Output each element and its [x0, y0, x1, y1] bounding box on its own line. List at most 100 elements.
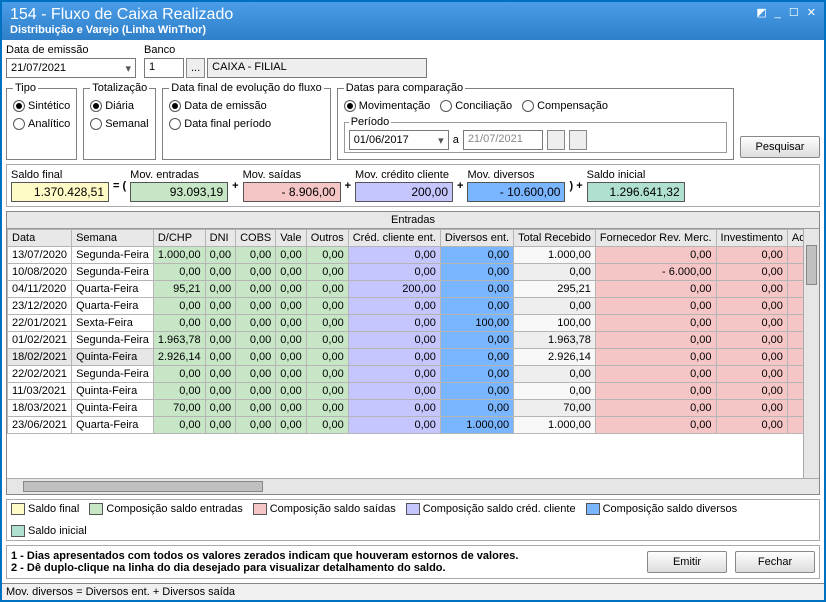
cell: 0,00: [276, 349, 306, 366]
cell: 0,00: [205, 298, 235, 315]
total-legend: Totalização: [90, 82, 149, 94]
col-header[interactable]: Outros: [306, 230, 348, 247]
table-row[interactable]: 23/06/2021Quarta-Feira0,000,000,000,000,…: [8, 417, 820, 434]
radio-diaria[interactable]: Diária: [90, 100, 149, 112]
col-header[interactable]: Fornecedor Rev. Merc.: [595, 230, 716, 247]
cell: 2.926,14: [514, 349, 596, 366]
table-row[interactable]: 04/11/2020Quarta-Feira95,210,000,000,000…: [8, 281, 820, 298]
data-emissao-label: Data de emissão: [6, 44, 136, 56]
scrollbar-thumb[interactable]: [806, 245, 817, 285]
col-header[interactable]: Semana: [72, 230, 154, 247]
table-row[interactable]: 22/01/2021Sexta-Feira0,000,000,000,000,0…: [8, 315, 820, 332]
col-header[interactable]: Data: [8, 230, 72, 247]
cell: 0,00: [716, 281, 787, 298]
cell: Quinta-Feira: [72, 383, 154, 400]
field-banco: Banco 1 ... CAIXA - FILIAL: [144, 44, 427, 78]
cell: 0,00: [595, 400, 716, 417]
legend-item: Saldo inicial: [11, 525, 87, 537]
cell: 0,00: [514, 366, 596, 383]
row-emission-bank: Data de emissão 21/07/2021 Banco 1 ... C…: [6, 44, 820, 78]
table-row[interactable]: 01/02/2021Segunda-Feira1.963,780,000,000…: [8, 332, 820, 349]
main-grid[interactable]: DataSemanaD/CHPDNICOBSValeOutrosCréd. cl…: [7, 229, 819, 434]
datafinal-legend: Data final de evolução do fluxo: [169, 82, 323, 94]
cell: 23/12/2020: [8, 298, 72, 315]
scrollbar-horizontal[interactable]: [7, 478, 819, 494]
table-area: Entradas DataSemanaD/CHPDNICOBSValeOutro…: [6, 211, 820, 495]
summary-value: - 10.600,00: [467, 182, 565, 202]
cell: 0,00: [276, 264, 306, 281]
edit-icon[interactable]: ◩: [756, 6, 766, 19]
radio-compensacao[interactable]: Compensação: [522, 100, 608, 112]
window-root: 154 - Fluxo de Caixa Realizado Distribui…: [0, 0, 826, 602]
summary-label: Mov. saídas: [243, 169, 341, 181]
table-row[interactable]: 10/08/2020Segunda-Feira0,000,000,000,000…: [8, 264, 820, 281]
col-header[interactable]: Créd. cliente ent.: [348, 230, 440, 247]
radio-data-periodo[interactable]: Data final período: [169, 118, 323, 130]
summary-saldo_final: Saldo final1.370.428,51: [11, 169, 109, 202]
data-emissao-input[interactable]: 21/07/2021: [6, 58, 136, 78]
radio-semanal[interactable]: Semanal: [90, 118, 149, 130]
cell: 95,21: [153, 281, 205, 298]
legend-item: Composição saldo créd. cliente: [406, 503, 576, 515]
maximize-icon[interactable]: ☐: [789, 6, 799, 19]
minimize-icon[interactable]: _: [775, 7, 781, 19]
field-data-emissao: Data de emissão 21/07/2021: [6, 44, 136, 78]
cell: 0,00: [205, 332, 235, 349]
table-row[interactable]: 18/03/2021Quinta-Feira70,000,000,000,000…: [8, 400, 820, 417]
col-header[interactable]: D/CHP: [153, 230, 205, 247]
data-emissao-value: 21/07/2021: [11, 62, 66, 74]
cell: 0,00: [306, 332, 348, 349]
summary-value: 1.370.428,51: [11, 182, 109, 202]
col-header[interactable]: Total Recebido: [514, 230, 596, 247]
cell: 0,00: [153, 417, 205, 434]
table-row[interactable]: 22/02/2021Segunda-Feira0,000,000,000,000…: [8, 366, 820, 383]
radio-movimentacao[interactable]: Movimentação: [344, 100, 431, 112]
cell: 0,00: [595, 247, 716, 264]
radio-analitico[interactable]: Analítico: [13, 118, 70, 130]
cell: 0,00: [306, 281, 348, 298]
close-icon[interactable]: ✕: [807, 6, 816, 19]
col-header[interactable]: Diversos ent.: [440, 230, 513, 247]
legend-label: Composição saldo entradas: [106, 503, 242, 515]
table-row[interactable]: 11/03/2021Quinta-Feira0,000,000,000,000,…: [8, 383, 820, 400]
cell: 0,00: [306, 264, 348, 281]
pesquisar-button[interactable]: Pesquisar: [740, 136, 820, 158]
banco-cod-input[interactable]: 1: [144, 58, 184, 78]
summary-saidas: Mov. saídas- 8.906,00: [243, 169, 341, 202]
cell: Segunda-Feira: [72, 332, 154, 349]
cell: 1.963,78: [153, 332, 205, 349]
summary-row: Saldo final1.370.428,51 = (Mov. entradas…: [6, 164, 820, 207]
col-header[interactable]: COBS: [236, 230, 276, 247]
periodo-fim-input[interactable]: 21/07/2021: [463, 130, 543, 150]
periodo-ini-input[interactable]: 01/06/2017: [349, 130, 449, 150]
cell: 0,00: [276, 366, 306, 383]
col-header[interactable]: DNI: [205, 230, 235, 247]
col-header[interactable]: Investimento: [716, 230, 787, 247]
radio-data-emissao[interactable]: Data de emissão: [169, 100, 323, 112]
table-row[interactable]: 23/12/2020Quarta-Feira0,000,000,000,000,…: [8, 298, 820, 315]
cell: 0,00: [595, 281, 716, 298]
table-row[interactable]: 18/02/2021Quinta-Feira2.926,140,000,000,…: [8, 349, 820, 366]
cell: 0,00: [348, 332, 440, 349]
compare-legend: Datas para comparação: [344, 82, 465, 94]
fechar-button[interactable]: Fechar: [735, 551, 815, 573]
radio-icon: [90, 100, 102, 112]
radio-sintetico[interactable]: Sintético: [13, 100, 70, 112]
cell: 0,00: [236, 247, 276, 264]
summary-op: +: [457, 180, 463, 192]
content: Data de emissão 21/07/2021 Banco 1 ... C…: [2, 40, 824, 583]
cell: Quarta-Feira: [72, 298, 154, 315]
periodo-cal1-button[interactable]: [547, 130, 565, 150]
legend-item: Composição saldo saídas: [253, 503, 396, 515]
periodo-cal2-button[interactable]: [569, 130, 587, 150]
cell: 0,00: [348, 298, 440, 315]
cell: 10/08/2020: [8, 264, 72, 281]
radio-conciliacao[interactable]: Conciliação: [440, 100, 512, 112]
banco-lookup-button[interactable]: ...: [186, 58, 205, 78]
scrollbar-thumb[interactable]: [23, 481, 263, 492]
emitir-button[interactable]: Emitir: [647, 551, 727, 573]
col-header[interactable]: Vale: [276, 230, 306, 247]
scrollbar-vertical[interactable]: [803, 229, 819, 478]
cell: 0,00: [276, 315, 306, 332]
table-row[interactable]: 13/07/2020Segunda-Feira1.000,000,000,000…: [8, 247, 820, 264]
